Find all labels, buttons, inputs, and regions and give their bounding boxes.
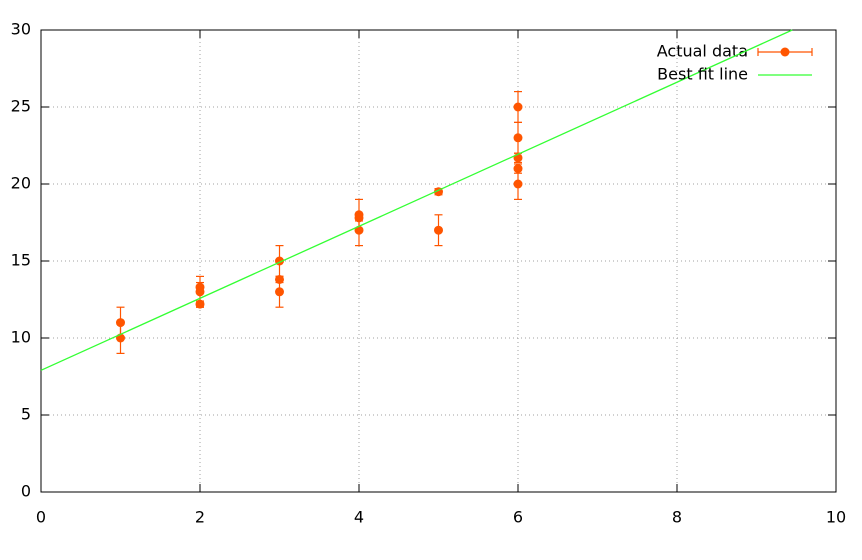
data-point — [513, 179, 523, 189]
y-tick-label: 5 — [21, 405, 31, 424]
data-point — [513, 133, 523, 143]
data-point — [275, 287, 284, 297]
y-tick-label: 0 — [21, 482, 31, 501]
data-point — [513, 102, 523, 112]
fit-line — [40, 29, 793, 371]
data-point — [195, 287, 205, 297]
legend-label: Actual data — [657, 42, 748, 61]
x-tick-label: 10 — [826, 508, 846, 527]
y-tick-label: 25 — [11, 97, 31, 116]
data-point — [195, 299, 205, 309]
x-tick-label: 6 — [513, 508, 523, 527]
x-tick-label: 4 — [354, 508, 364, 527]
x-tick-label: 8 — [672, 508, 682, 527]
y-tick-label: 30 — [11, 20, 31, 39]
legend-label: Best fit line — [657, 65, 748, 84]
y-tick-label: 20 — [11, 174, 31, 193]
legend-symbol — [780, 47, 790, 57]
y-tick-label: 10 — [11, 328, 31, 347]
plot-border — [40, 29, 837, 493]
x-tick-label: 2 — [195, 508, 205, 527]
data-point — [434, 225, 443, 235]
y-tick-label: 15 — [11, 251, 31, 270]
x-tick-label: 0 — [36, 508, 46, 527]
